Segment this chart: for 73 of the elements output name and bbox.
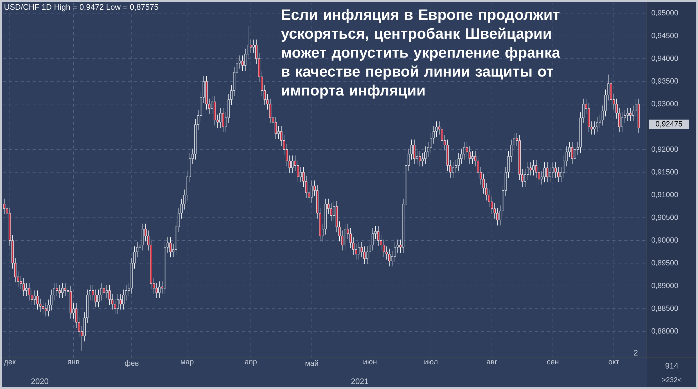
- candlestick: [558, 166, 560, 183]
- candlestick: [468, 146, 472, 165]
- candlestick: [44, 303, 48, 317]
- candlestick: [292, 155, 294, 174]
- candlestick: [544, 162, 546, 183]
- candlestick: [594, 121, 596, 136]
- candlestick: [344, 224, 346, 251]
- candlestick: [463, 142, 466, 160]
- candlestick: [458, 153, 460, 172]
- candlestick: [300, 166, 302, 183]
- candlestick: [220, 108, 222, 128]
- candlestick: [441, 124, 444, 146]
- candlestick: [330, 203, 333, 222]
- candlestick: [158, 281, 161, 299]
- candlestick: [388, 248, 391, 267]
- candlestick: [546, 162, 549, 183]
- candlestick: [142, 224, 144, 251]
- candlestick: [3, 198, 6, 215]
- candlestick: [571, 142, 574, 165]
- candlestick: [108, 285, 111, 306]
- candlestick: [106, 285, 108, 299]
- candlestick: [242, 55, 244, 72]
- candlestick: [419, 150, 422, 167]
- candlestick: [36, 290, 39, 310]
- candlestick: [62, 282, 64, 299]
- candlestick: [122, 290, 125, 310]
- candlestick: [358, 242, 360, 260]
- candlestick: [117, 294, 120, 315]
- candlestick: [638, 98, 640, 134]
- candlestick: [103, 282, 106, 299]
- candlestick: [274, 116, 278, 140]
- candlestick: [70, 286, 72, 320]
- candlestick: [610, 78, 612, 106]
- candlestick: [34, 290, 36, 306]
- candlestick: [549, 166, 552, 183]
- candlestick: [452, 162, 454, 178]
- candlestick: [64, 282, 67, 296]
- candlestick: [554, 162, 557, 178]
- candlestick: [58, 285, 61, 299]
- candlestick: [413, 140, 416, 165]
- candlestick: [310, 180, 314, 204]
- candlestick: [382, 240, 386, 258]
- candlestick: [626, 108, 629, 122]
- candlestick: [114, 298, 116, 315]
- candlestick: [530, 162, 532, 176]
- candlestick: [596, 116, 599, 133]
- candlestick: [22, 278, 25, 296]
- candlestick: [214, 96, 216, 126]
- candlestick: [472, 150, 474, 165]
- candlestick: [377, 226, 380, 246]
- candlestick: [552, 162, 554, 178]
- candlestick: [26, 282, 28, 296]
- text: Если инфляция в Европе продолжит ускоряться, центробанк Швейцарии может допустить укрепление франка в качестве первой линии защиты от импорта инфляции: [281, 9, 560, 99]
- candlestick: [278, 126, 280, 140]
- candlestick: [630, 108, 632, 122]
- candlestick: [170, 237, 172, 258]
- candlestick: [621, 112, 624, 133]
- candlestick: [250, 40, 252, 54]
- candlestick: [94, 290, 98, 308]
- candlestick: [496, 208, 499, 226]
- candlestick: [42, 300, 44, 315]
- candlestick: [56, 282, 58, 296]
- candlestick: [269, 98, 272, 124]
- candlestick: [574, 144, 576, 165]
- candlestick: [394, 242, 396, 262]
- candlestick: [120, 294, 122, 310]
- candlestick: [156, 282, 158, 299]
- candlestick: [588, 103, 590, 133]
- candlestick: [364, 246, 366, 265]
- candlestick: [532, 160, 535, 176]
- candlestick: [424, 146, 427, 165]
- candlestick: [222, 108, 224, 133]
- candlestick: [206, 76, 208, 110]
